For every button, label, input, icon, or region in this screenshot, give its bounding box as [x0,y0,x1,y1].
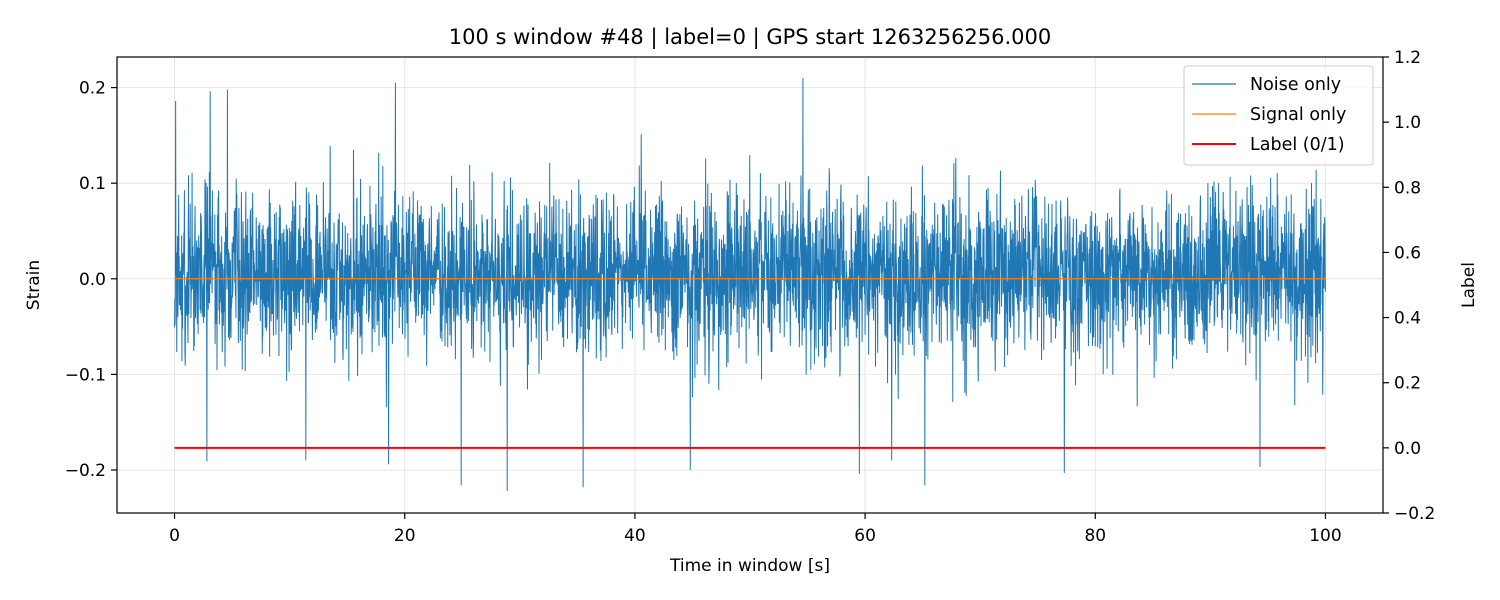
x-tick-label: 60 [854,526,876,546]
y2-axis-label: Label [1459,262,1479,308]
y2-tick-label: 0.8 [1394,178,1421,198]
y-tick-label: −0.1 [65,365,106,385]
chart-title: 100 s window #48 | label=0 | GPS start 1… [449,25,1052,50]
y2-tick-label: 1.2 [1394,48,1421,68]
x-tick-label: 20 [394,526,416,546]
y2-tick-label: 0.2 [1394,374,1421,394]
y2-tick-label: 0.0 [1394,439,1421,459]
legend-label-noise: Noise only [1250,75,1341,95]
plot-frame [116,56,1384,514]
y2-tick-label: 0.6 [1394,243,1421,263]
noise-series-line [174,78,1326,492]
y-axis-label: Strain [24,260,44,310]
y-tick-label: −0.2 [65,461,106,481]
x-tick-label: 40 [624,526,646,546]
x-tick-label: 0 [169,526,180,546]
y2-tick-label: 0.4 [1394,309,1421,329]
y-tick-label: 0.2 [79,79,106,99]
x-tick-label: 100 [1309,526,1341,546]
y-tick-label: 0.0 [79,270,106,290]
legend: Noise only Signal only Label (0/1) [1183,65,1374,166]
x-axis-ticks: 0 20 40 60 80 100 [169,513,1342,546]
y2-tick-label: −0.2 [1394,504,1435,524]
legend-label-label: Label (0/1) [1250,135,1345,155]
x-tick-label: 80 [1084,526,1106,546]
y-axis-ticks: −0.2 −0.1 0.0 0.1 0.2 [65,79,117,481]
y-tick-label: 0.1 [79,174,106,194]
x-axis-label: Time in window [s] [669,556,830,576]
noise-series-layer [174,78,1326,492]
legend-box [1183,65,1374,166]
legend-label-signal: Signal only [1250,105,1346,125]
y2-tick-label: 1.0 [1394,113,1421,133]
y2-axis-ticks: −0.2 0.0 0.2 0.4 0.6 0.8 1.0 1.2 [1383,48,1435,524]
